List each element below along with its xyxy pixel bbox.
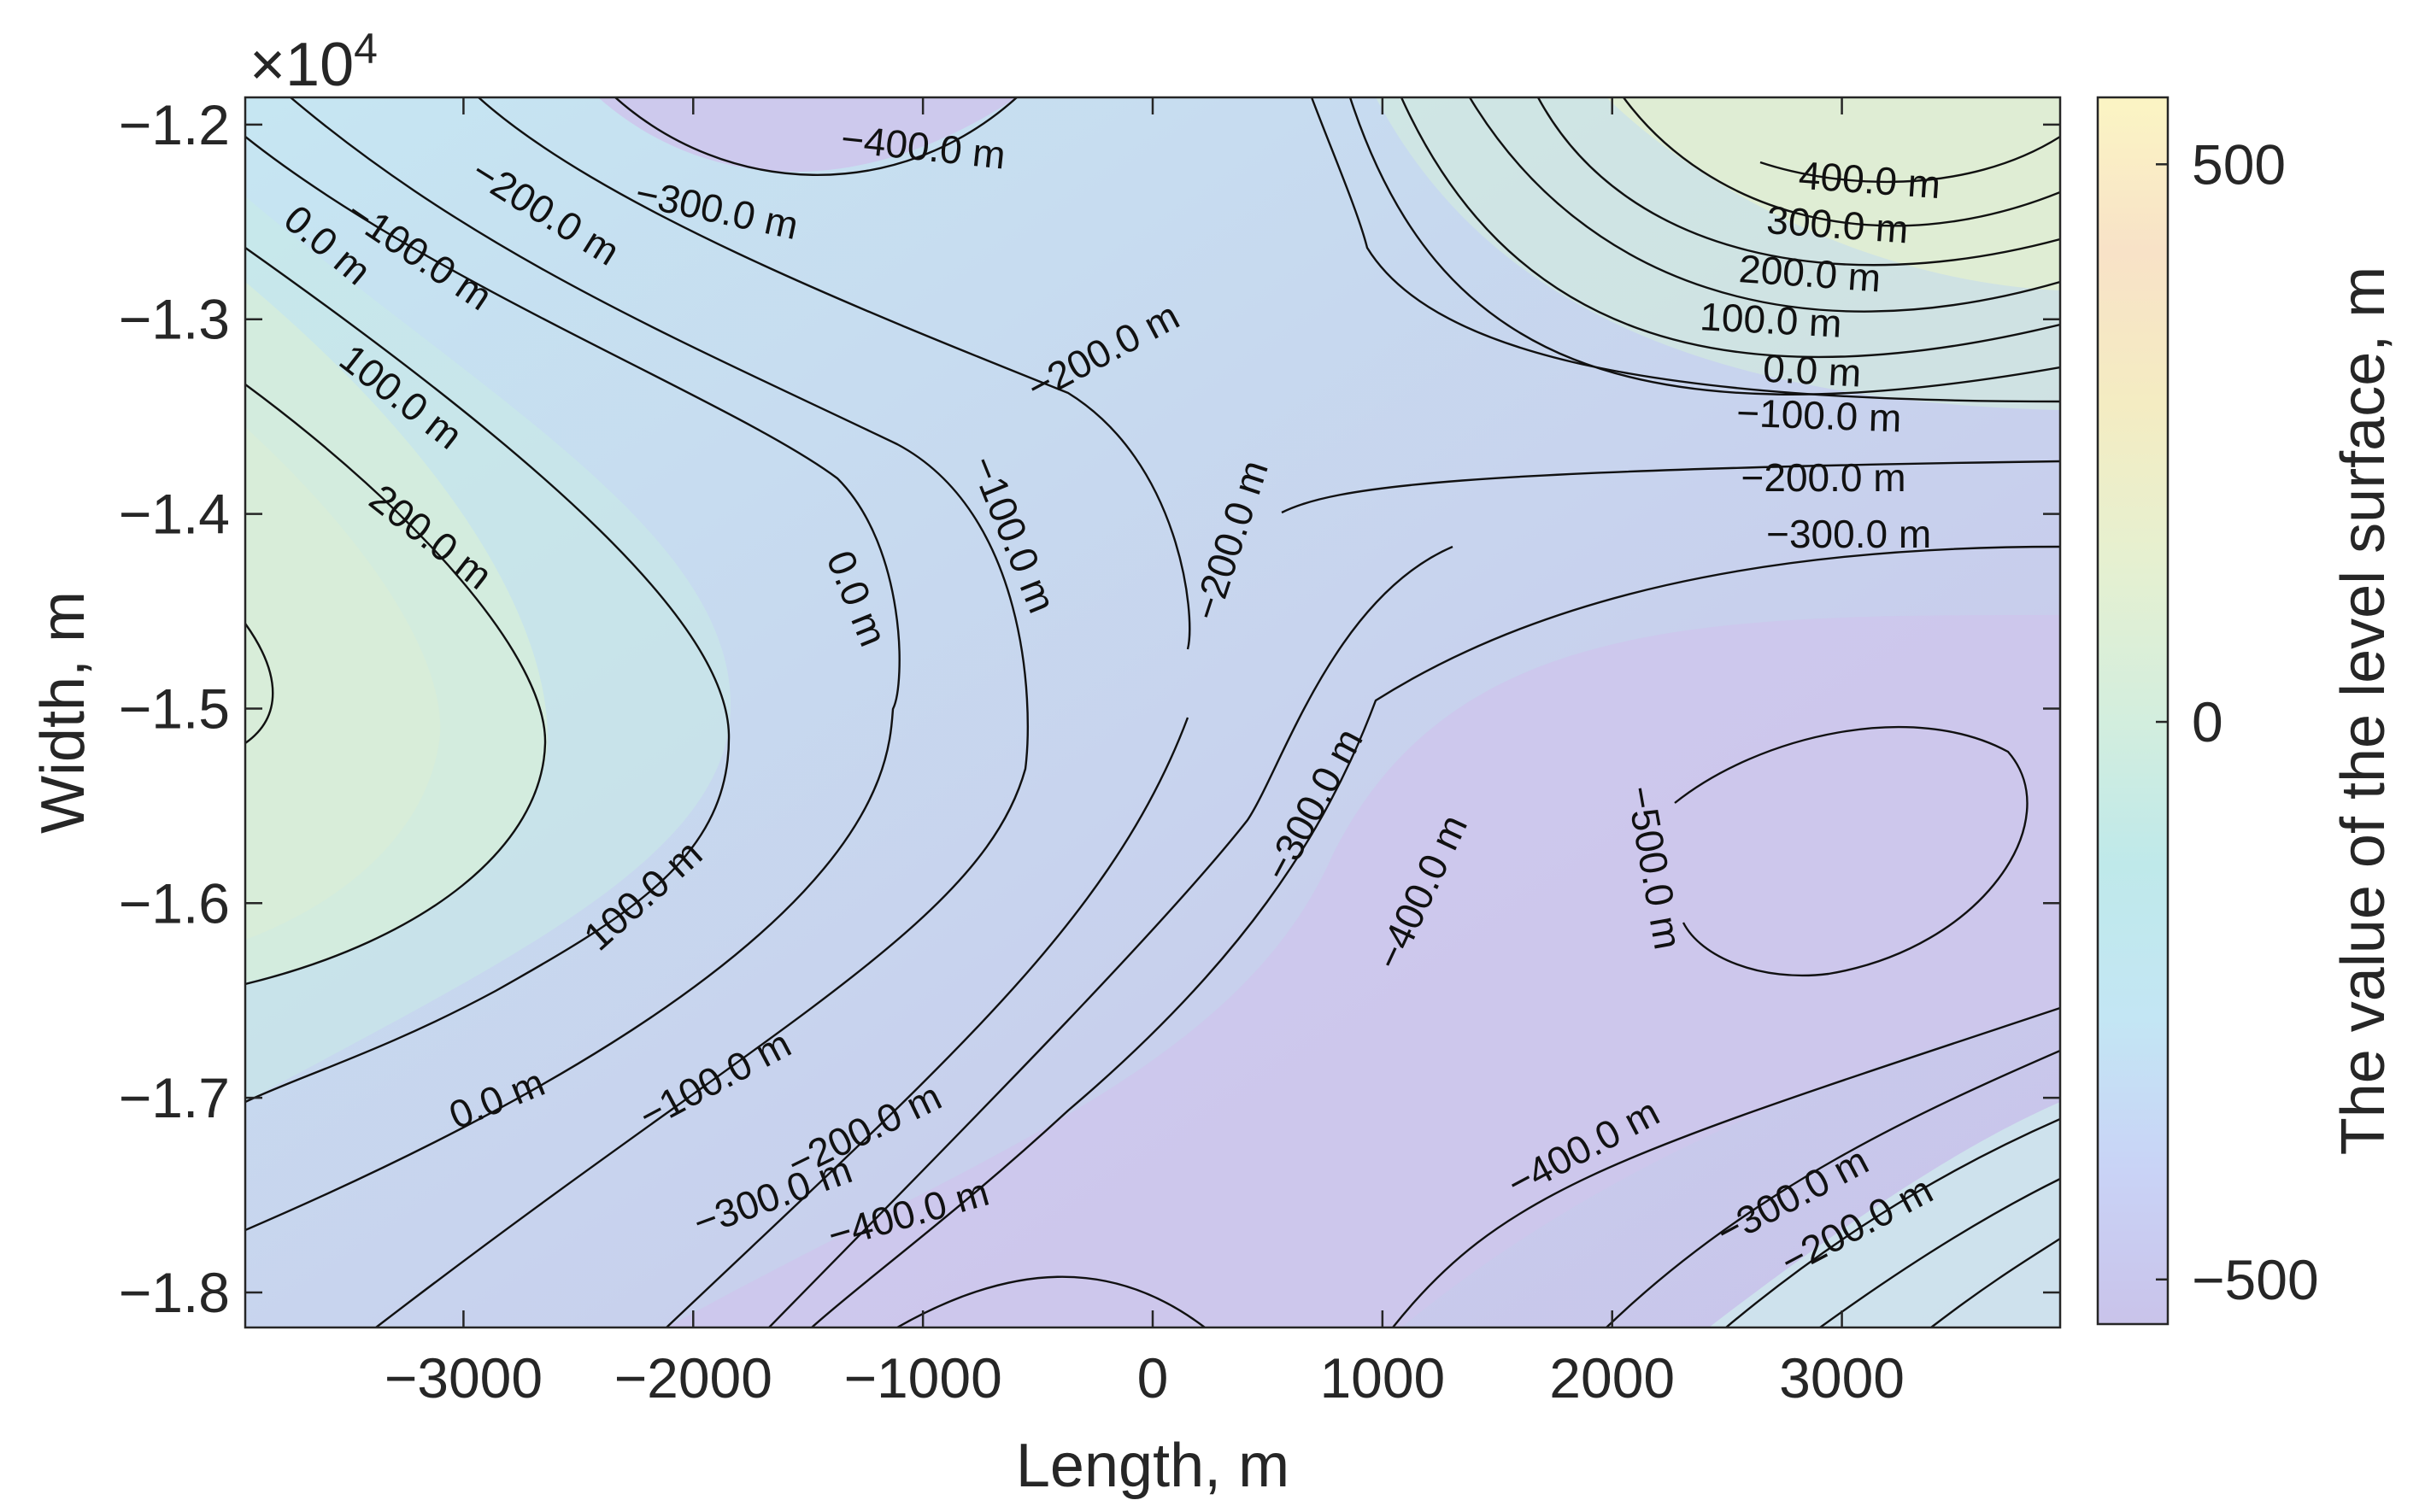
colorbar-tick-label: −500 xyxy=(2192,1248,2319,1311)
contour-line xyxy=(245,623,274,744)
y-tick-label: −1.8 xyxy=(119,1261,230,1324)
x-tick-label: 2000 xyxy=(1549,1346,1675,1409)
contour-line xyxy=(768,545,1453,1327)
colorbar: −500 0 500 The value of the level surface,… xyxy=(2096,96,2398,1326)
x-tick-label: 1000 xyxy=(1319,1346,1445,1409)
contour-line xyxy=(1468,97,2060,313)
contour-label: −200.0 m xyxy=(1741,455,1906,500)
x-tick-label: −2000 xyxy=(614,1346,772,1409)
y-tick-label: −1.7 xyxy=(119,1066,230,1129)
contour-label: 0.0 m xyxy=(1762,346,1863,396)
plot-area: −400.0 m−300.0 m−200.0 m−100.0 m0.0 m100… xyxy=(244,96,2062,1329)
y-tick-label: −1.6 xyxy=(119,871,230,935)
contour-line xyxy=(1536,97,2060,267)
contour-label: 200.0 m xyxy=(1737,246,1882,300)
contour-label: −100.0 m xyxy=(1735,390,1902,441)
colorbar-title: The value of the level surface, m xyxy=(2329,267,2398,1156)
contour-label: −300.0 m xyxy=(1766,512,1931,556)
contour-line xyxy=(478,97,1191,650)
contour-label: 300.0 m xyxy=(1765,197,1910,251)
x-tick-label: −3000 xyxy=(385,1346,543,1409)
colorbar-ticks: −500 0 500 xyxy=(2156,132,2319,1311)
fill-region-teal-topright xyxy=(1376,97,2060,410)
y-axis: −1.8 −1.7 −1.6 −1.5 −1.4 −1.3 −1.2 xyxy=(119,93,2060,1324)
contour-line xyxy=(1674,725,2029,977)
contour-line xyxy=(1392,1006,2060,1327)
y-exponent-power: 4 xyxy=(354,25,378,73)
contour-line xyxy=(666,717,1189,1327)
contour-line xyxy=(1930,1237,2060,1327)
y-tick-label: −1.3 xyxy=(119,288,230,351)
contour-line xyxy=(1725,1117,2060,1327)
fill-region-teal-left xyxy=(245,196,731,1102)
y-tick-label: −1.5 xyxy=(119,677,230,740)
colorbar-bar xyxy=(2096,96,2170,1326)
contour-label: 100.0 m xyxy=(1699,294,1843,346)
contour-line xyxy=(245,384,547,986)
x-axis-title: Length, m xyxy=(1016,1432,1289,1500)
contour-line xyxy=(1348,97,2060,396)
contour-lines xyxy=(245,97,2060,1327)
fill-region-low-bottom xyxy=(666,615,2060,1327)
colorbar-tick-label: 500 xyxy=(2192,132,2286,196)
contour-line xyxy=(811,545,2060,1327)
contour-line xyxy=(896,1275,1206,1327)
contour-line xyxy=(245,247,731,1104)
colorbar-tick-label: 0 xyxy=(2192,690,2223,753)
contour-line xyxy=(290,97,1029,1327)
contour-line xyxy=(1623,97,2060,227)
y-tick-label: −1.2 xyxy=(119,93,230,156)
contour-line xyxy=(1281,460,2060,514)
contour-line xyxy=(1606,1049,2060,1327)
x-tick-label: 3000 xyxy=(1779,1346,1905,1409)
contour-line xyxy=(614,97,1018,176)
contour-line xyxy=(1759,135,2060,184)
contour-line xyxy=(245,136,901,1232)
y-exponent-label: ×104 xyxy=(250,25,378,99)
contour-label: 400.0 m xyxy=(1797,153,1941,207)
y-tick-label: −1.4 xyxy=(119,483,230,546)
contour-line xyxy=(1819,1177,2060,1327)
contour-line xyxy=(1400,97,2060,359)
y-axis-title: Width, m xyxy=(29,591,97,834)
x-axis: −3000 −2000 −1000 0 1000 2000 3000 xyxy=(385,97,1905,1409)
x-tick-label: −1000 xyxy=(843,1346,1001,1409)
x-tick-label: 0 xyxy=(1137,1346,1169,1409)
